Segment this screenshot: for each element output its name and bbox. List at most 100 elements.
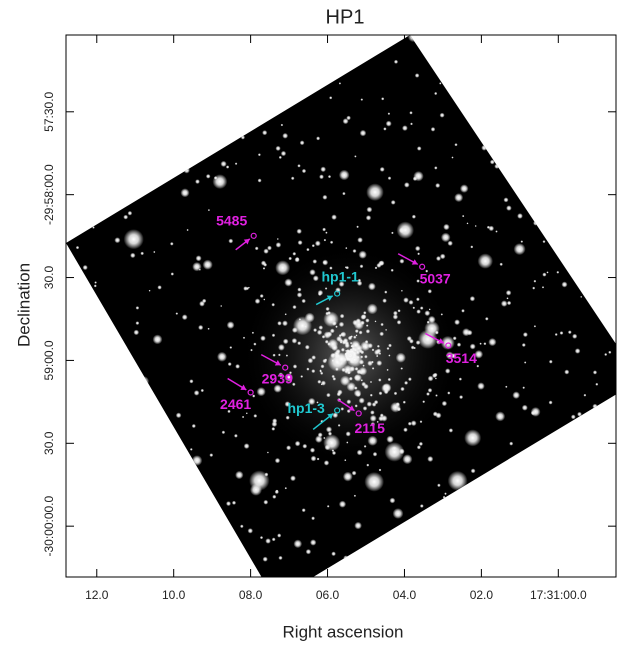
star xyxy=(425,269,429,273)
star xyxy=(363,311,367,315)
star xyxy=(115,538,121,544)
star xyxy=(586,522,589,525)
star xyxy=(374,349,380,356)
star xyxy=(227,409,231,414)
annotation-label: hp1-1 xyxy=(321,268,359,284)
star xyxy=(192,550,198,557)
star xyxy=(297,287,302,292)
star xyxy=(385,120,392,127)
star xyxy=(41,72,55,86)
star xyxy=(379,166,385,172)
star xyxy=(553,221,557,226)
star xyxy=(335,287,341,294)
star xyxy=(409,28,415,34)
star xyxy=(575,90,581,96)
star xyxy=(275,145,281,151)
star xyxy=(123,229,144,250)
y-tick-label: 30.0 xyxy=(42,431,56,455)
star xyxy=(85,320,91,325)
star xyxy=(622,472,627,477)
star xyxy=(389,497,396,504)
star xyxy=(559,559,572,571)
star xyxy=(324,444,331,451)
star xyxy=(385,328,388,331)
star xyxy=(254,298,261,305)
star xyxy=(323,436,326,440)
star xyxy=(531,192,537,198)
x-tick-label: 06.0 xyxy=(316,588,340,602)
star xyxy=(169,438,176,444)
star xyxy=(570,414,576,420)
star xyxy=(218,73,222,77)
star xyxy=(499,262,503,266)
star xyxy=(342,191,346,196)
star xyxy=(388,354,391,357)
star xyxy=(321,335,326,339)
star xyxy=(223,21,229,27)
star xyxy=(476,364,480,368)
star xyxy=(297,164,301,168)
star xyxy=(469,343,476,350)
star xyxy=(134,464,137,467)
star xyxy=(500,300,508,307)
star xyxy=(318,45,325,51)
star xyxy=(448,428,454,433)
arrow-head xyxy=(411,259,418,265)
star xyxy=(294,591,299,596)
star xyxy=(483,35,489,37)
star xyxy=(338,169,350,181)
star xyxy=(81,94,87,100)
star xyxy=(114,375,120,381)
star xyxy=(286,445,292,451)
star xyxy=(158,127,164,133)
star xyxy=(278,344,285,351)
star xyxy=(533,540,538,545)
star xyxy=(485,317,489,321)
star xyxy=(424,320,440,337)
star xyxy=(521,343,526,347)
star xyxy=(440,232,451,243)
arrow-head xyxy=(327,413,334,420)
star xyxy=(412,306,416,310)
star xyxy=(387,112,391,115)
y-tick-label: 30.0 xyxy=(42,266,56,290)
star-marker xyxy=(250,232,257,239)
star xyxy=(78,292,84,298)
star xyxy=(554,333,558,336)
star xyxy=(580,110,587,118)
star xyxy=(298,87,304,93)
star xyxy=(399,258,405,264)
star xyxy=(301,508,306,513)
star xyxy=(521,404,528,411)
star xyxy=(320,371,324,375)
x-tick-label: 10.0 xyxy=(162,588,186,602)
star xyxy=(61,562,65,566)
star xyxy=(277,533,282,538)
star xyxy=(296,228,302,234)
star xyxy=(458,377,462,381)
star xyxy=(566,213,569,216)
star xyxy=(376,344,380,348)
star xyxy=(293,539,303,549)
star xyxy=(223,593,225,595)
star xyxy=(218,128,224,134)
star xyxy=(196,542,207,553)
star xyxy=(170,242,174,246)
star xyxy=(483,342,487,346)
star xyxy=(426,392,430,396)
star xyxy=(85,95,97,107)
star xyxy=(285,415,290,420)
star xyxy=(617,332,623,338)
star xyxy=(132,549,136,554)
star xyxy=(231,500,237,505)
star xyxy=(434,166,438,170)
star xyxy=(309,447,316,453)
star xyxy=(606,536,610,539)
star xyxy=(326,505,330,508)
star xyxy=(114,237,121,244)
star xyxy=(271,537,276,542)
star xyxy=(295,257,300,262)
star xyxy=(324,358,328,362)
star xyxy=(86,486,91,491)
star xyxy=(300,375,304,378)
